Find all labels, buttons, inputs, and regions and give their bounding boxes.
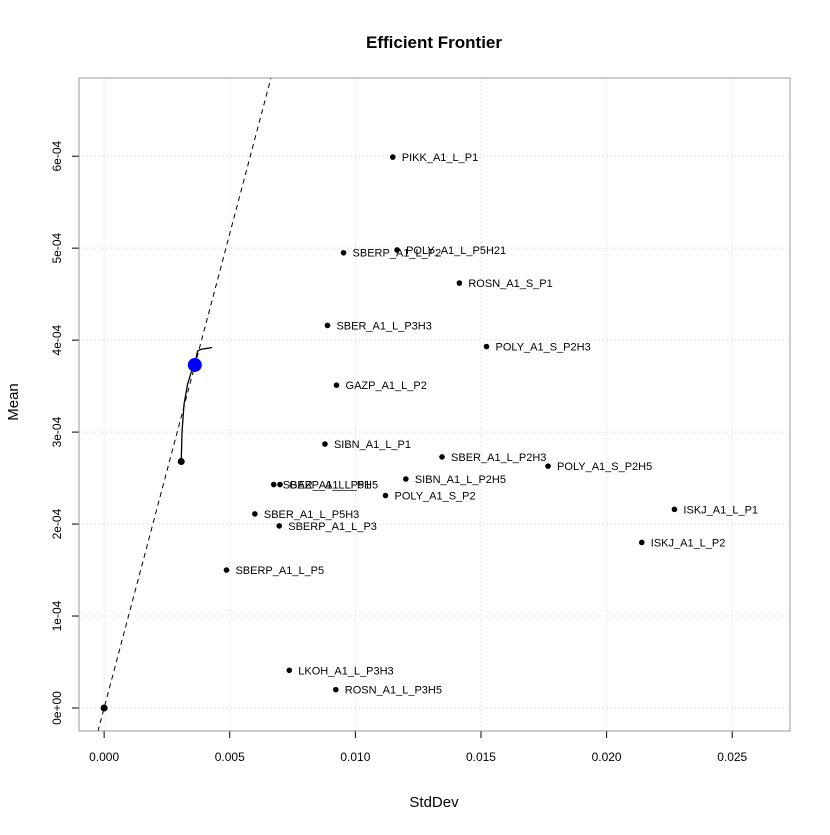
x-axis-label: StdDev bbox=[409, 794, 459, 811]
asset-label: SBER_A1_L_P5H3 bbox=[264, 509, 359, 521]
y-tick-label: 4e-04 bbox=[50, 324, 64, 355]
asset-point bbox=[332, 686, 339, 693]
asset-label: ISKJ_A1_L_P1 bbox=[683, 504, 758, 516]
asset-point bbox=[439, 454, 445, 460]
plot-frame bbox=[78, 77, 791, 732]
plot-layer: PIKK_A1_L_P1 POLY_A1_L_P5H21SBERP_A1_L_P2… bbox=[97, 78, 758, 731]
asset-point bbox=[456, 280, 463, 286]
plot-clipped-group: PIKK_A1_L_P1 POLY_A1_L_P5H21SBERP_A1_L_P2… bbox=[97, 78, 758, 731]
x-tick-label: 0.025 bbox=[717, 750, 747, 764]
asset-label: POLY_A1_L_P5H21 bbox=[406, 245, 506, 257]
asset-label: GAZP_A1_L_P2 bbox=[346, 380, 427, 392]
x-tick-label: 0.015 bbox=[466, 750, 496, 764]
y-tick-label: 3e-04 bbox=[50, 416, 64, 447]
chart-title: Efficient Frontier bbox=[366, 33, 502, 52]
asset-point bbox=[277, 481, 283, 488]
asset-label: PIKK_A1_L_P1 bbox=[402, 152, 478, 164]
asset-point bbox=[223, 567, 230, 573]
asset-point bbox=[322, 441, 328, 447]
y-tick-label: 1e-04 bbox=[50, 600, 64, 631]
asset-point bbox=[483, 343, 490, 350]
asset-label: POLY_A1_S_P2 bbox=[395, 491, 476, 503]
asset-label: SBERP_A1_L_P3 bbox=[288, 521, 377, 533]
asset-label: SIBN_A1_L_P1 bbox=[334, 439, 411, 451]
x-tick-label: 0.005 bbox=[215, 750, 245, 764]
asset-point bbox=[389, 154, 396, 160]
asset-point bbox=[324, 322, 331, 329]
x-tick-label: 0.000 bbox=[89, 750, 119, 764]
asset-label: ROSN_A1_S_P1 bbox=[468, 278, 552, 290]
asset-point bbox=[545, 463, 551, 469]
asset-point bbox=[403, 476, 409, 482]
asset-label: SBER_A1_L_P5H5 bbox=[283, 480, 378, 492]
asset-label: GAZP_A1_L_P1 bbox=[289, 480, 370, 492]
asset-point bbox=[252, 511, 258, 517]
asset-point bbox=[333, 382, 340, 388]
asset-label: SBERP_A1_L_P2 bbox=[353, 248, 442, 260]
asset-label: SBERP_A1_L_P5 bbox=[235, 565, 324, 577]
x-tick-label: 0.020 bbox=[592, 750, 622, 764]
asset-label: POLY_A1_S_P2H3 bbox=[496, 342, 591, 354]
asset-point bbox=[270, 481, 277, 488]
asset-label: ROSN_A1_L_P3H5 bbox=[345, 685, 442, 697]
min-variance-point bbox=[177, 458, 185, 466]
asset-point bbox=[276, 523, 283, 529]
asset-point bbox=[286, 667, 293, 674]
y-tick-label: 6e-04 bbox=[50, 141, 64, 172]
tangency-portfolio-point bbox=[187, 357, 202, 372]
grid-layer bbox=[79, 78, 790, 731]
asset-label: POLY_A1_S_P2H5 bbox=[557, 461, 652, 473]
y-tick-label: 5e-04 bbox=[50, 232, 64, 263]
asset-label: LKOH_A1_L_P3H3 bbox=[298, 665, 393, 677]
asset-label: SIBN_A1_L_P2H5 bbox=[415, 474, 506, 486]
x-tick-label: 0.010 bbox=[340, 750, 370, 764]
asset-point bbox=[340, 249, 347, 256]
asset-label: SBER_A1_L_P2H3 bbox=[451, 452, 546, 464]
asset-label: SBER_A1_L_P3H3 bbox=[336, 320, 431, 332]
axes-layer: 0.000 0.005 0.010 0.015 0.020 0.025 0e+00 1e-04… bbox=[50, 141, 748, 764]
risk-free-point bbox=[100, 704, 108, 712]
asset-label: ISKJ_A1_L_P2 bbox=[651, 537, 726, 549]
y-tick-label: 2e-04 bbox=[50, 508, 64, 539]
y-tick-label: 0e+00 bbox=[50, 691, 64, 725]
asset-point bbox=[394, 247, 400, 253]
asset-point bbox=[638, 539, 645, 546]
y-axis-label: Mean bbox=[5, 383, 22, 421]
asset-point bbox=[382, 492, 389, 499]
asset-point bbox=[671, 506, 678, 513]
